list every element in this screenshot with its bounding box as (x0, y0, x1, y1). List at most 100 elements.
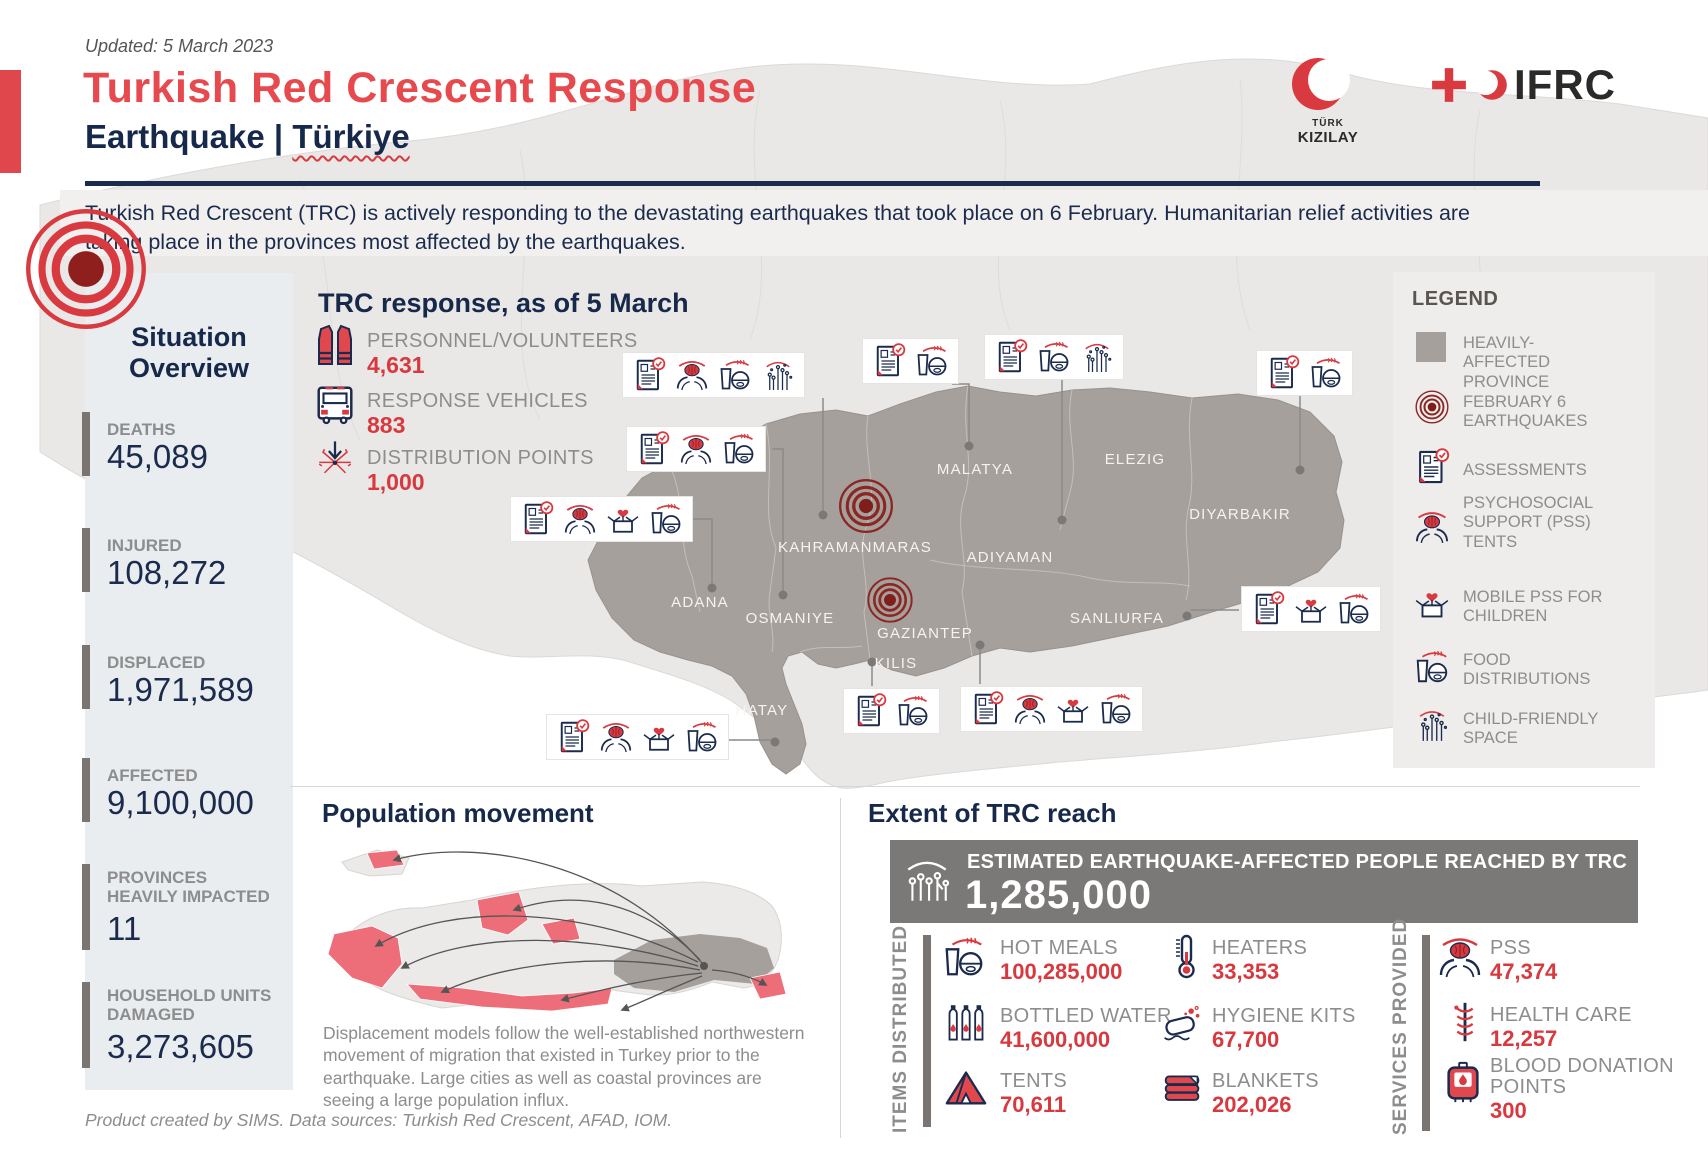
turk-kizilay-logo: TÜRK KIZILAY (1288, 52, 1368, 146)
legend-label: MOBILE PSS FOR CHILDREN (1463, 588, 1603, 626)
reach-banner-label: ESTIMATED EARTHQUAKE-AFFECTED PEOPLE REA… (967, 851, 1628, 873)
vest-icon (311, 323, 359, 371)
stat-value: 1,971,589 (107, 671, 254, 708)
map-marker-osmaniye (626, 426, 766, 472)
page-title: Turkish Red Crescent Response (83, 64, 757, 112)
trc-response-title: TRC response, as of 5 March (318, 288, 689, 318)
item-label: BLANKETS (1212, 1070, 1319, 1092)
marker-leader-lines (691, 380, 1305, 747)
population-movement-title: Population movement (322, 798, 594, 828)
map-marker-malatya (862, 338, 959, 384)
epicenter-icon (1413, 388, 1451, 426)
map-marker-diyarbakir (1256, 350, 1353, 396)
epicenter-icon (866, 576, 914, 624)
mobile-pss-icon (1413, 584, 1451, 622)
blankets-icon (1160, 1064, 1206, 1110)
pss-tents-icon (562, 501, 598, 537)
item-label: TENTS (1000, 1070, 1068, 1092)
stat-bar (82, 528, 90, 592)
stat-label: AFFECTED (107, 766, 198, 785)
food-distribution-icon (914, 343, 950, 379)
assessment-icon (993, 339, 1029, 375)
assessment-icon (1413, 448, 1451, 486)
assessment-icon (852, 693, 888, 729)
reach-banner: ESTIMATED EARTHQUAKE-AFFECTED PEOPLE REA… (890, 840, 1638, 923)
service-label: BLOOD DONATION POINTS (1490, 1055, 1674, 1098)
ifrc-text: IFRC (1514, 61, 1616, 108)
pss-tents-icon (1012, 691, 1048, 727)
service-value: 12,257 (1490, 1026, 1558, 1051)
map-marker-adana (510, 496, 693, 542)
legend-panel: LEGEND HEAVILY-AFFECTED PROVINCE FEBRUAR… (1393, 272, 1655, 768)
intro-text: Turkish Red Crescent (TRC) is actively r… (85, 201, 1471, 255)
tent-icon (943, 1064, 989, 1110)
stat-bar (82, 645, 90, 709)
province-label: KAHRAMANMARAS (778, 539, 932, 556)
header-divider (85, 181, 1540, 186)
map-marker-hatay (546, 714, 729, 760)
population-movement-description: Displacement models follow the well-esta… (323, 1023, 805, 1111)
item-label: HYGIENE KITS (1212, 1005, 1356, 1027)
red-cross-icon (1430, 66, 1468, 104)
assessment-icon (1250, 591, 1286, 627)
service-value: 47,374 (1490, 959, 1558, 984)
kizilay-text-line1: TÜRK (1312, 118, 1344, 129)
child-friendly-space-icon (1079, 339, 1115, 375)
assessment-icon (969, 691, 1005, 727)
subtitle-country: Türkiye (292, 118, 410, 155)
stat-value: 11 (107, 910, 142, 947)
mobile-pss-icon (605, 501, 641, 537)
intro-band: Turkish Red Crescent (TRC) is actively r… (60, 190, 1708, 256)
food-distribution-icon (1413, 648, 1451, 686)
situation-overview-panel (85, 273, 293, 1090)
province-label: HATAY (736, 702, 789, 719)
map-marker-kilis (843, 688, 940, 734)
subtitle-prefix: Earthquake | (85, 118, 293, 155)
distribution-icon (314, 437, 356, 479)
legend-label: FOOD DISTRIBUTIONS (1463, 651, 1591, 689)
trc-stat-label: PERSONNEL/VOLUNTEERS (367, 330, 638, 352)
reach-banner-value: 1,285,000 (965, 873, 1152, 917)
hygiene-kits-icon (1160, 1002, 1204, 1046)
stat-label: DISPLACED (107, 653, 206, 672)
heavily-affected-region (587, 385, 1345, 775)
group-bar (923, 935, 931, 1127)
mobile-pss-icon (1293, 591, 1329, 627)
assessment-icon (631, 357, 667, 393)
earthquake-epicenter-icon (20, 203, 152, 335)
map-marker-gaziantep (960, 686, 1143, 732)
service-label: HEALTH CARE (1490, 1004, 1632, 1026)
items-distributed-label: ITEMS DISTRIBUTED (890, 924, 911, 1133)
item-label: HOT MEALS (1000, 937, 1118, 959)
red-crescent-icon (1472, 66, 1510, 104)
item-label: BOTTLED WATER (1000, 1005, 1172, 1027)
assessment-icon (555, 719, 591, 755)
map-marker-adiyaman (984, 334, 1124, 380)
food-distribution-icon (895, 693, 931, 729)
group-bar (1422, 935, 1430, 1131)
service-value: 300 (1490, 1098, 1527, 1123)
ifrc-logo: IFRC (1430, 64, 1616, 106)
child-friendly-space-icon (760, 357, 796, 393)
province-label: SANLIURFA (1070, 610, 1164, 627)
vertical-divider (840, 798, 841, 1138)
mobile-pss-icon (1055, 691, 1091, 727)
affected-province-borders (667, 385, 1193, 661)
item-value: 41,600,000 (1000, 1027, 1111, 1052)
legend-label: ASSESSMENTS (1463, 461, 1587, 479)
province-label: ELEZIG (1105, 451, 1166, 468)
food-distribution-icon (721, 431, 757, 467)
province-label: MALATYA (937, 461, 1013, 478)
pss-tents-icon (1436, 933, 1484, 981)
province-label: KILIS (875, 655, 918, 672)
food-distribution-icon (1036, 339, 1072, 375)
assessment-icon (635, 431, 671, 467)
stat-bar (82, 758, 90, 822)
stat-value: 3,273,605 (107, 1028, 254, 1065)
pss-tents-icon (678, 431, 714, 467)
trc-stat-label: DISTRIBUTION POINTS (367, 447, 594, 469)
stat-bar (82, 412, 90, 476)
services-provided-label: SERVICES PROVIDED (1390, 917, 1411, 1135)
item-label: HEATERS (1212, 937, 1308, 959)
